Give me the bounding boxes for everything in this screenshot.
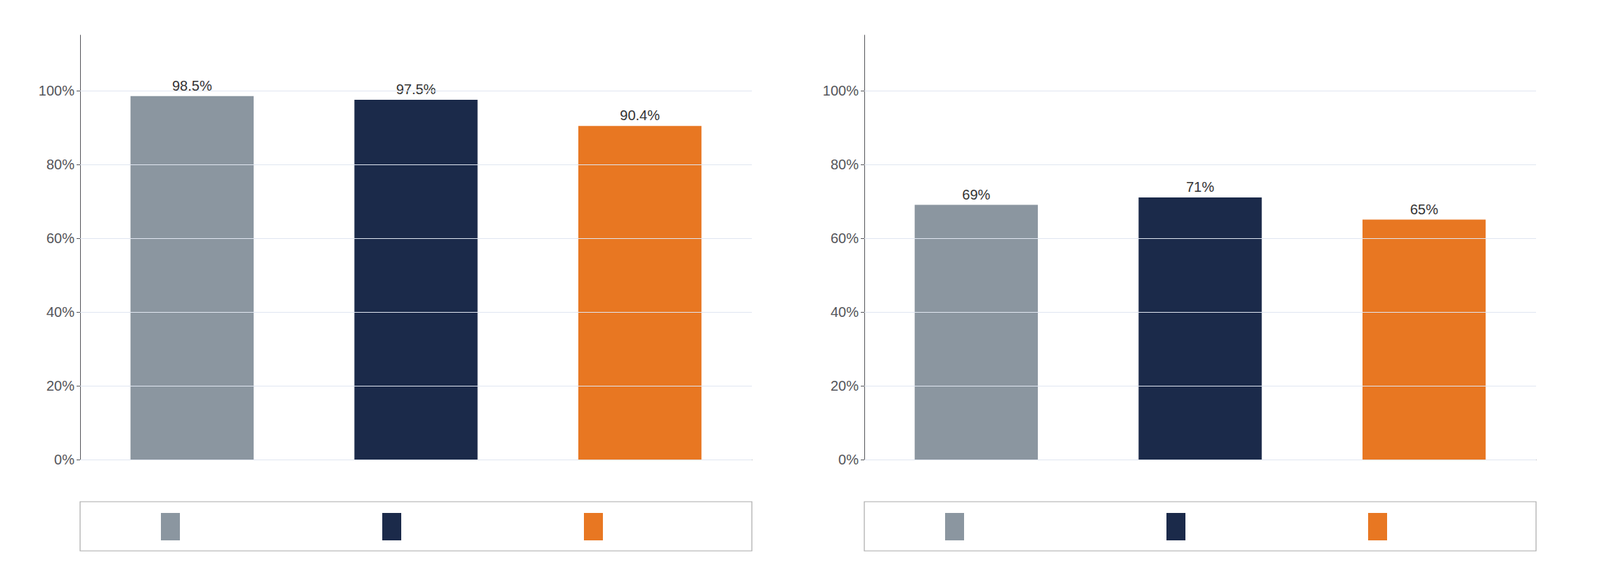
svg-text:80%: 80% (46, 156, 75, 173)
svg-text:69%: 69% (961, 186, 991, 203)
svg-text:40%: 40% (46, 304, 75, 320)
svg-text:0%: 0% (838, 451, 859, 468)
svg-text:98.5%: 98.5% (172, 77, 212, 94)
svg-text:60%: 60% (830, 230, 859, 246)
svg-text:20%: 20% (830, 378, 859, 394)
svg-text:65%: 65% (1410, 201, 1439, 218)
svg-text:40%: 40% (830, 304, 859, 320)
svg-text:20%: 20% (46, 378, 75, 394)
svg-text:100%: 100% (822, 82, 859, 99)
svg-text:60%: 60% (46, 230, 75, 246)
svg-text:0%: 0% (54, 451, 75, 468)
svg-text:71%: 71% (1186, 179, 1215, 195)
svg-text:90.4%: 90.4% (619, 107, 660, 123)
svg-text:100%: 100% (38, 82, 75, 99)
svg-text:80%: 80% (830, 156, 859, 173)
svg-text:97.5%: 97.5% (396, 81, 437, 97)
